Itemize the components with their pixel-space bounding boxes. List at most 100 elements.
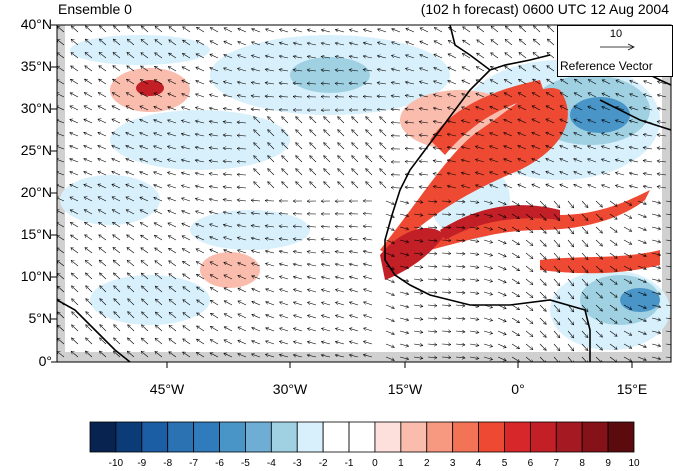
wind-vector — [511, 239, 520, 246]
wind-vector — [154, 197, 163, 202]
wind-vector — [113, 351, 121, 358]
wind-vector — [539, 252, 546, 259]
wind-vector — [588, 133, 597, 137]
wind-vector — [167, 133, 177, 137]
wind-vector — [141, 325, 149, 332]
colorbar-tick-label: 1 — [398, 458, 404, 469]
wind-vector — [293, 30, 303, 33]
wind-vector — [352, 182, 359, 189]
wind-vector — [630, 94, 639, 98]
wind-vector — [237, 68, 247, 72]
wind-vector — [223, 82, 233, 85]
wind-vector — [363, 239, 373, 240]
wind-vector — [349, 83, 359, 84]
wind-vector — [364, 328, 373, 332]
wind-vector — [581, 200, 588, 208]
wind-vector — [643, 160, 653, 162]
wind-vector — [447, 186, 457, 189]
wind-vector — [623, 265, 632, 270]
colorbar-tick-label: -1 — [344, 458, 354, 469]
wind-vector — [99, 351, 107, 358]
wind-vector — [113, 79, 121, 85]
wind-vector — [623, 252, 632, 257]
wind-vector — [581, 343, 588, 351]
wind-vector — [448, 26, 457, 33]
wind-vector — [335, 239, 345, 240]
wind-vector — [380, 156, 387, 163]
wind-vector — [57, 39, 65, 46]
wind-vector — [483, 239, 493, 243]
wind-vector — [169, 40, 177, 46]
wind-vector — [57, 146, 65, 150]
wind-vector — [196, 249, 205, 254]
y-tick-label: 15°N — [20, 226, 52, 242]
wind-vector — [321, 83, 331, 84]
wind-vector — [335, 355, 345, 357]
wind-vector — [349, 239, 359, 240]
wind-vector — [252, 301, 261, 306]
wind-vector — [433, 148, 443, 149]
wind-vector — [99, 66, 107, 72]
y-tick-label: 25°N — [20, 142, 52, 158]
wind-vector — [293, 226, 303, 227]
wind-vector — [581, 278, 588, 286]
wind-vector — [461, 147, 471, 150]
colorbar-tick-label: 3 — [449, 458, 456, 469]
wind-vector — [657, 148, 667, 149]
colorbar-tick-label: -3 — [292, 458, 302, 469]
wind-vector — [588, 120, 597, 124]
wind-vector — [85, 260, 93, 267]
wind-vector — [623, 304, 632, 309]
wind-vector — [447, 121, 457, 124]
wind-vector — [84, 119, 93, 124]
wind-vector — [99, 39, 107, 46]
wind-vector — [282, 169, 289, 176]
wind-vector — [532, 171, 541, 176]
wind-vector — [183, 313, 191, 319]
wind-vector — [154, 235, 163, 241]
wind-vector — [630, 81, 639, 85]
wind-vector — [321, 290, 331, 293]
wind-vector — [637, 343, 646, 347]
wind-vector — [553, 304, 560, 312]
wind-vector — [490, 93, 499, 98]
wind-vector — [490, 106, 499, 111]
wind-vector — [413, 201, 423, 202]
wind-vector — [363, 29, 373, 33]
wind-vector — [112, 184, 121, 189]
wind-vector — [335, 70, 345, 71]
wind-vector — [71, 351, 79, 358]
wind-vector — [420, 55, 429, 59]
wind-vector — [581, 356, 588, 362]
wind-vector — [511, 317, 520, 324]
wind-vector — [71, 26, 79, 33]
wind-vector — [168, 107, 177, 111]
wind-vector — [86, 286, 93, 293]
wind-vector — [505, 53, 513, 59]
wind-vector — [546, 119, 555, 124]
wind-vector — [155, 299, 163, 306]
wind-vector — [293, 342, 303, 345]
reference-vector-value: 10 — [609, 28, 623, 40]
wind-vector — [665, 343, 671, 346]
wind-vector — [547, 52, 555, 59]
wind-vector — [399, 265, 409, 268]
wind-vector — [380, 143, 387, 150]
wind-vector — [497, 343, 506, 348]
wind-vector — [209, 108, 219, 110]
wind-vector — [70, 79, 79, 85]
wind-vector — [100, 299, 107, 306]
wind-vector — [126, 172, 135, 176]
wind-vector — [349, 251, 359, 253]
wind-vector — [335, 315, 345, 319]
wind-vector — [237, 187, 247, 188]
wind-vector — [126, 133, 135, 137]
wind-vector — [574, 172, 583, 176]
wind-vector — [553, 213, 560, 221]
wind-vector — [609, 317, 617, 323]
wind-vector — [293, 264, 303, 266]
wind-vector — [602, 80, 611, 85]
wind-vector — [363, 355, 373, 358]
wind-vector — [391, 69, 401, 72]
colorbar-swatch — [167, 421, 195, 453]
